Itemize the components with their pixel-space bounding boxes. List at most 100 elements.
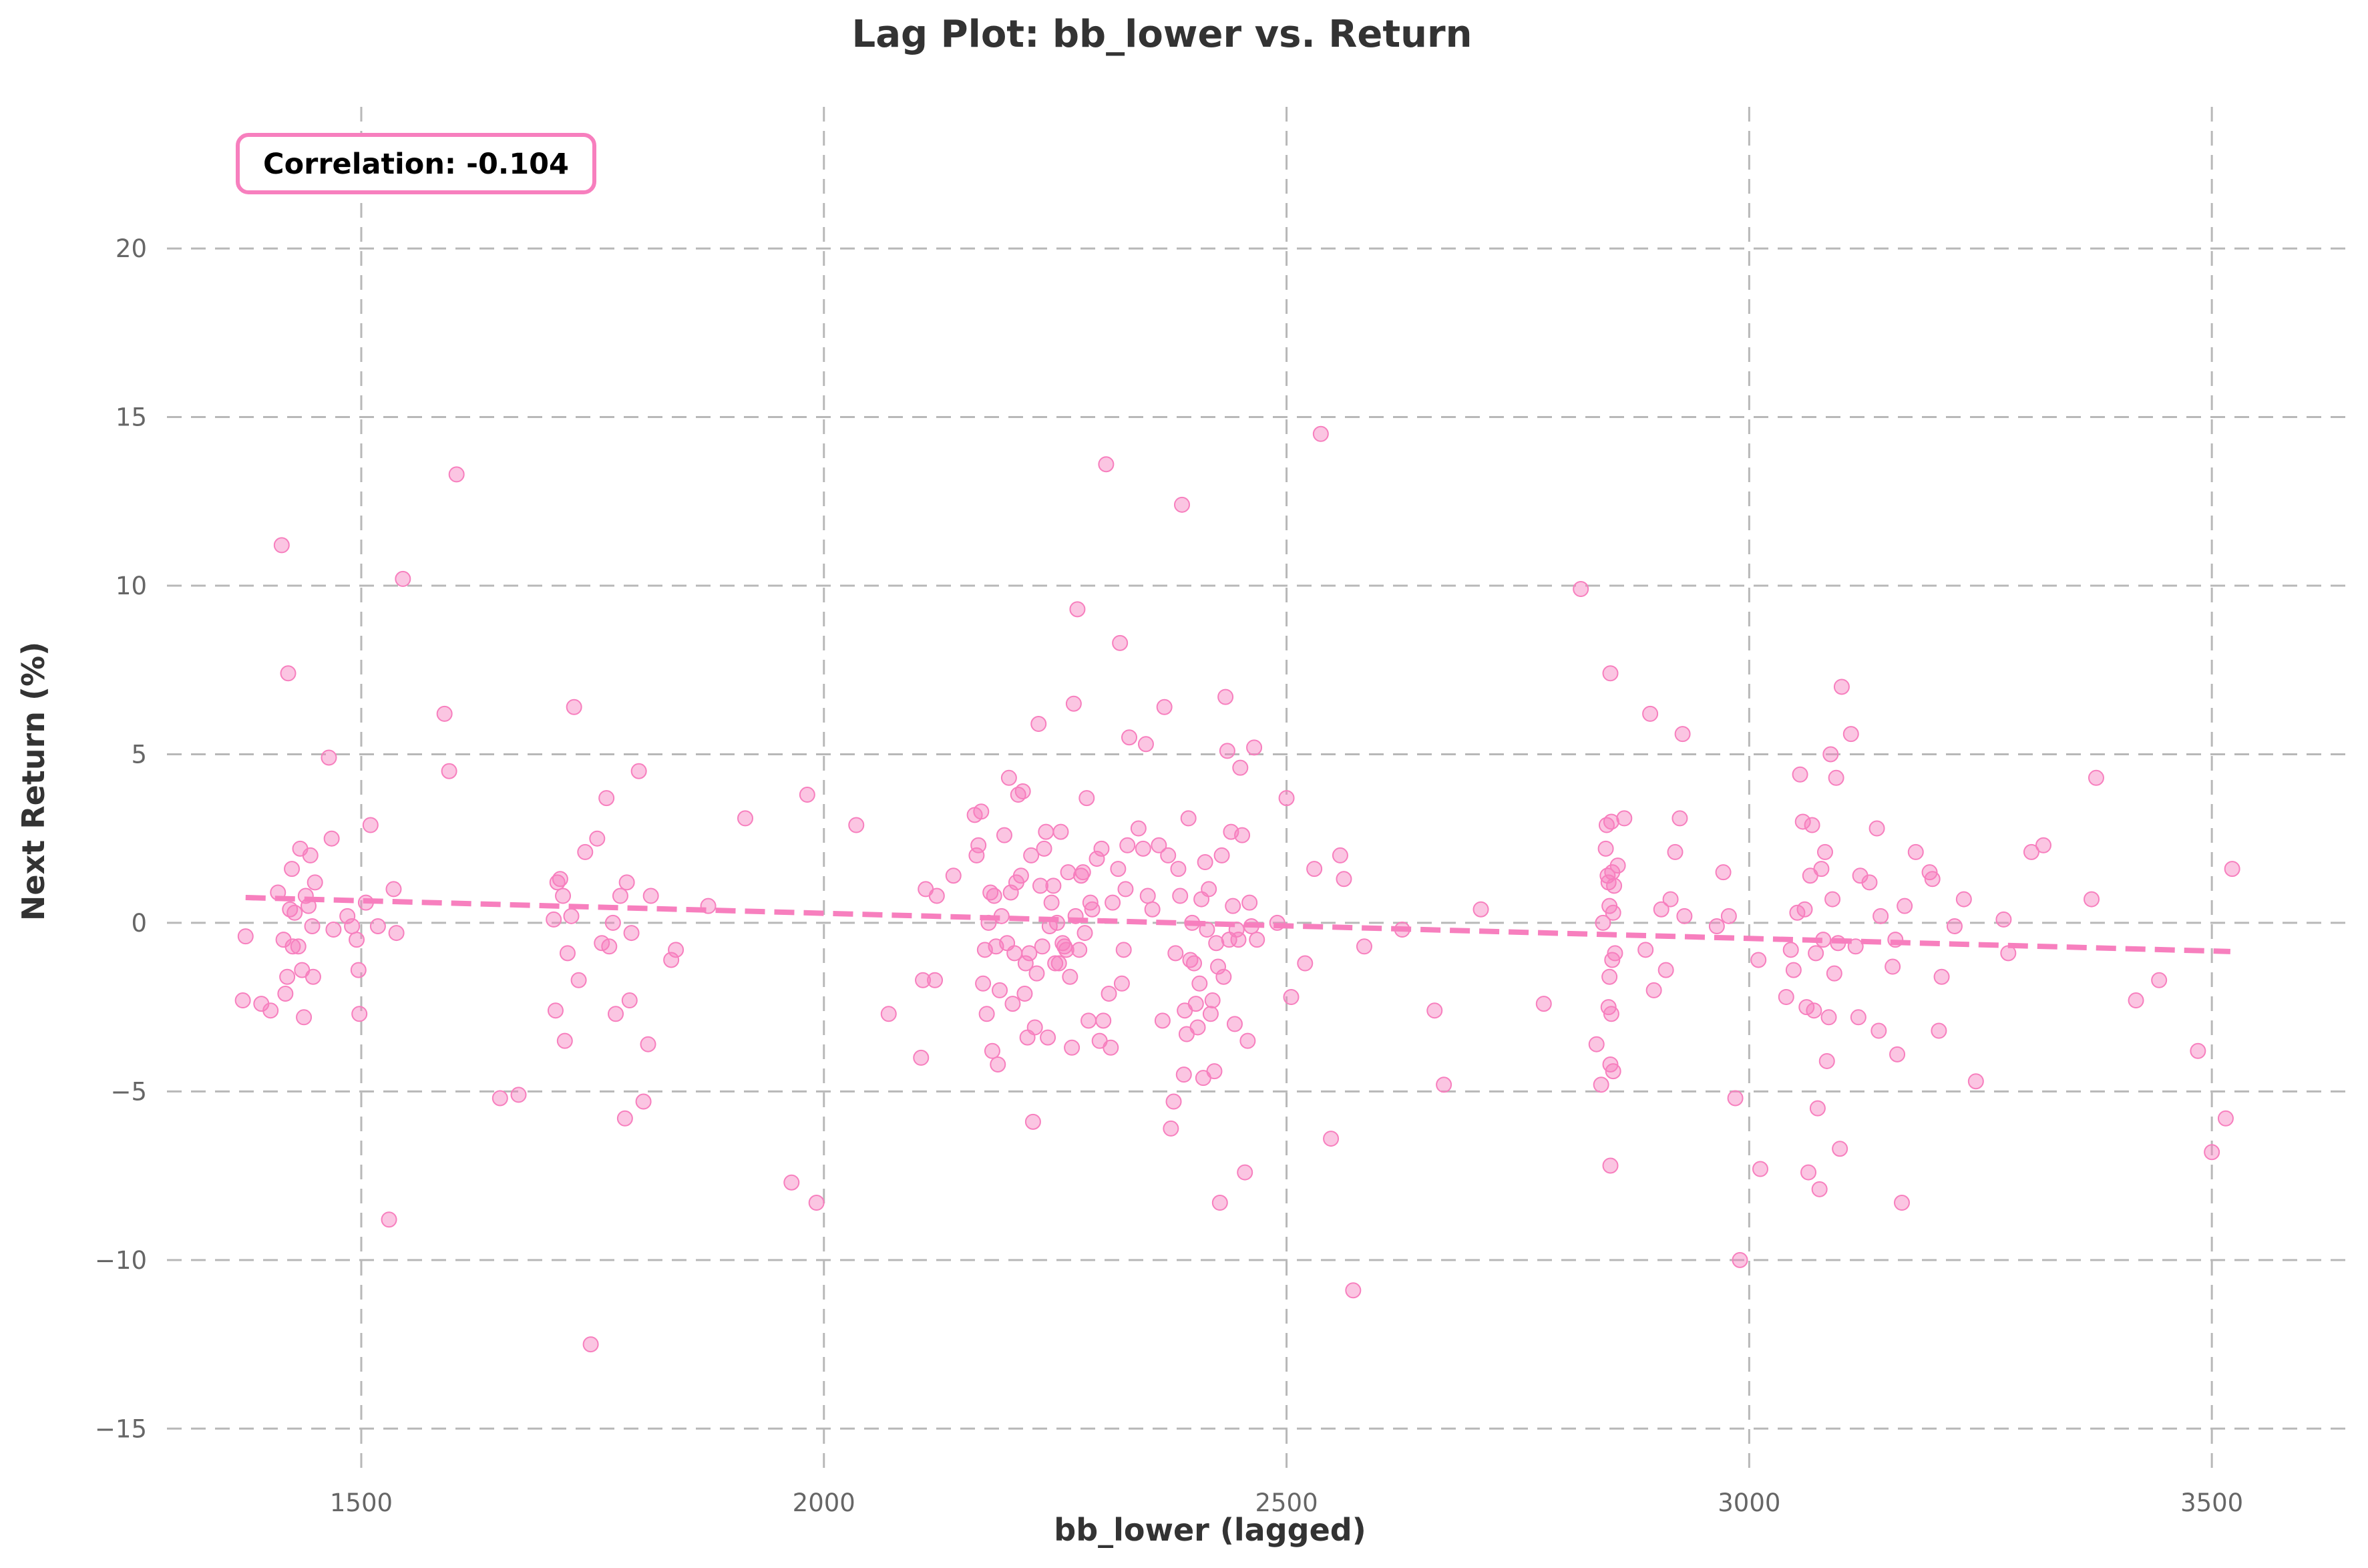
data-point (1167, 945, 1184, 962)
data-point (945, 867, 962, 884)
data-point (555, 888, 572, 904)
data-point (1180, 810, 1197, 827)
y-tick-label: 0 (131, 909, 147, 938)
data-point (1897, 898, 1913, 914)
data-point (1197, 854, 1213, 871)
data-point (589, 830, 606, 847)
data-point (1186, 955, 1203, 972)
data-point (616, 1110, 633, 1127)
data-point (1213, 847, 1230, 863)
data-point (2035, 837, 2051, 853)
data-point (1119, 837, 1136, 853)
data-point (1230, 932, 1247, 948)
data-point (1139, 888, 1156, 904)
data-point (1667, 843, 1684, 860)
data-point (284, 861, 301, 877)
data-point (1605, 1063, 1621, 1080)
data-point (1219, 743, 1235, 759)
y-tick-label: 10 (116, 572, 147, 600)
data-point (582, 1336, 599, 1353)
data-point (1847, 938, 1864, 955)
data-points (234, 425, 2240, 1353)
data-point (1204, 992, 1221, 1009)
data-point (1336, 871, 1352, 888)
data-point (1472, 901, 1489, 918)
data-point (1225, 898, 1241, 914)
data-point (1609, 857, 1626, 874)
data-point (1021, 945, 1038, 962)
data-point (1297, 955, 1314, 972)
data-point (234, 992, 251, 1009)
data-point (1603, 1006, 1619, 1022)
y-tick-label: 15 (116, 403, 147, 432)
data-point (1931, 1022, 1947, 1039)
data-point (1426, 1002, 1443, 1019)
data-point (1872, 908, 1889, 924)
data-point (1676, 908, 1693, 924)
data-point (1828, 769, 1844, 786)
data-point (1246, 739, 1263, 756)
data-point (1211, 1195, 1228, 1211)
data-point (1794, 813, 1811, 830)
data-point (986, 888, 1002, 904)
data-point (577, 843, 594, 860)
data-point (1117, 881, 1134, 898)
correlation-text: Correlation: -0.104 (263, 148, 569, 181)
y-tick-label: 5 (131, 740, 147, 769)
data-point (1674, 726, 1691, 743)
data-point (339, 908, 356, 924)
data-point (635, 1093, 652, 1110)
data-point (1637, 942, 1654, 958)
data-point (1206, 1063, 1223, 1080)
data-point (1080, 1012, 1097, 1029)
data-point (307, 874, 323, 891)
data-point (1201, 881, 1217, 898)
correlation-box (236, 133, 596, 194)
data-point (1103, 1039, 1119, 1056)
data-point (2084, 891, 2100, 908)
data-point (284, 938, 301, 955)
data-point (1967, 1073, 1984, 1090)
data-point (262, 1002, 279, 1019)
data-point (913, 1049, 930, 1066)
data-point (1893, 1195, 1910, 1211)
data-point (1064, 1039, 1080, 1056)
data-point (990, 1056, 1006, 1072)
data-point (1602, 665, 1619, 682)
data-point (1607, 945, 1623, 962)
data-point (1173, 496, 1190, 513)
data-point (273, 537, 290, 554)
data-point (1868, 820, 1885, 837)
data-point (448, 466, 465, 483)
data-point (1606, 877, 1623, 894)
data-point (1028, 965, 1045, 982)
data-point (1708, 918, 1725, 934)
data-point (1187, 996, 1204, 1012)
data-point (1076, 925, 1093, 942)
data-point (1356, 938, 1372, 955)
data-point (1016, 985, 1033, 1002)
data-point (1024, 1113, 1041, 1130)
data-point (369, 918, 386, 934)
data-point (1089, 850, 1105, 867)
data-point (1175, 1066, 1192, 1083)
data-point (1778, 989, 1794, 1006)
data-point (1004, 996, 1021, 1012)
data-point (1017, 955, 1034, 972)
x-axis-label: bb_lower (lagged) (1054, 1512, 1366, 1548)
data-point (1588, 1036, 1605, 1052)
data-point (280, 665, 297, 682)
data-point (1782, 942, 1799, 958)
data-point (1720, 908, 1737, 924)
y-tick-label: 20 (116, 234, 147, 263)
data-point (1727, 1090, 1744, 1107)
data-point (1023, 847, 1040, 863)
data-point (621, 992, 638, 1009)
data-point (642, 888, 659, 904)
data-point (604, 914, 621, 931)
tick-labels: 1500 2000 2500 3000 3500 −15 −10 −5 0 5 10 15 20 (95, 234, 2243, 1517)
data-point (279, 968, 296, 985)
data-point (1312, 425, 1329, 442)
y-axis-label: Next Return (%) (15, 642, 51, 921)
